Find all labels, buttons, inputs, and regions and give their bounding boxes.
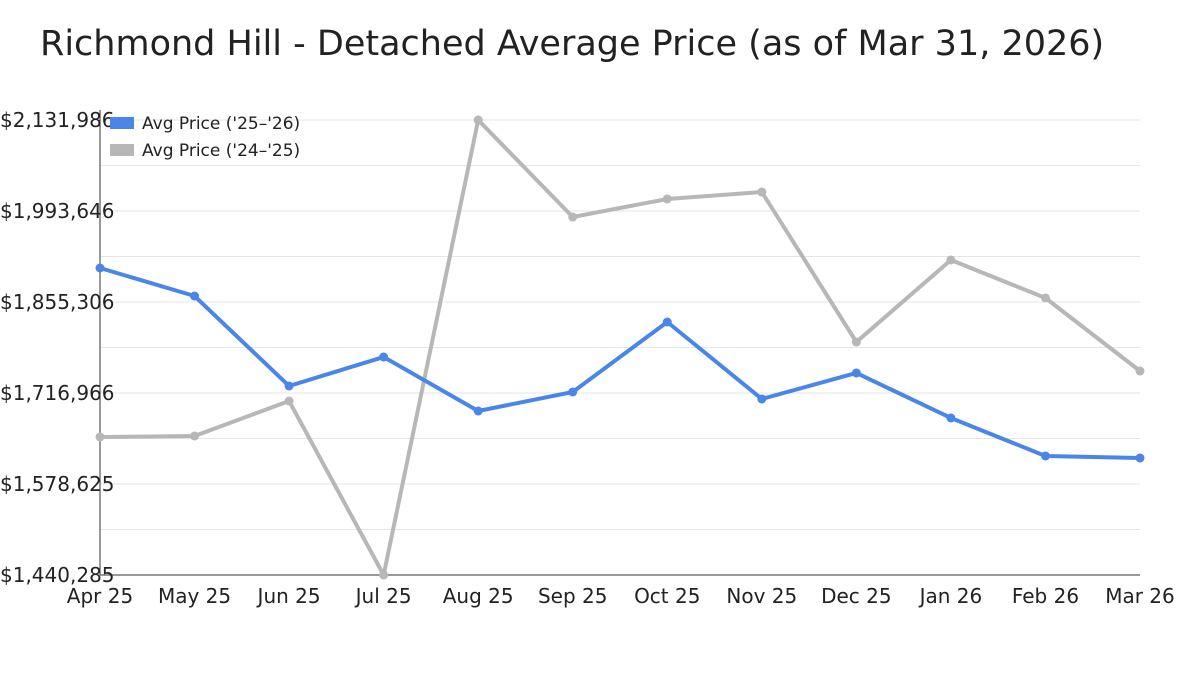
data-point — [95, 432, 105, 442]
data-point — [946, 413, 956, 423]
data-point — [662, 194, 672, 204]
data-point — [284, 381, 294, 391]
x-tick-label: Aug 25 — [443, 584, 514, 608]
data-point — [662, 317, 672, 327]
data-point — [379, 570, 389, 580]
legend-label: Avg Price ('24–'25) — [142, 141, 300, 161]
data-point — [757, 187, 767, 197]
x-tick-label: Jul 25 — [354, 584, 412, 608]
series-line — [99, 266, 1141, 460]
data-point — [1135, 453, 1145, 463]
y-tick-label: $1,578,625 — [0, 472, 115, 496]
data-point — [1040, 451, 1050, 461]
data-point — [568, 212, 578, 222]
data-point — [1135, 366, 1145, 376]
y-tick-label: $1,855,306 — [0, 290, 115, 314]
data-point — [851, 337, 861, 347]
x-tick-label: May 25 — [158, 584, 231, 608]
series-line — [99, 118, 1142, 577]
y-tick-label: $1,440,285 — [0, 563, 115, 587]
x-tick-label: Nov 25 — [726, 584, 797, 608]
x-tick-label: Apr 25 — [67, 584, 133, 608]
x-tick-label: Jan 26 — [918, 584, 983, 608]
data-point — [473, 115, 483, 125]
x-tick-label: Oct 25 — [634, 584, 700, 608]
y-tick-label: $1,993,646 — [0, 199, 115, 223]
data-point — [190, 291, 200, 301]
y-tick-label: $1,716,966 — [0, 381, 115, 405]
data-point — [757, 394, 767, 404]
data-point — [190, 431, 200, 441]
x-tick-label: Feb 26 — [1012, 584, 1079, 608]
x-tick-label: Sep 25 — [538, 584, 608, 608]
data-point — [95, 263, 105, 273]
data-point — [379, 352, 389, 362]
legend-swatch — [110, 117, 134, 129]
data-point — [1040, 293, 1050, 303]
data-point — [284, 396, 294, 406]
y-tick-label: $2,131,986 — [0, 108, 115, 132]
chart-title: Richmond Hill - Detached Average Price (… — [40, 24, 1105, 64]
x-tick-label: Jun 25 — [256, 584, 321, 608]
x-tick-label: Dec 25 — [821, 584, 892, 608]
data-point — [946, 255, 956, 265]
data-point — [473, 406, 483, 416]
x-tick-label: Mar 26 — [1105, 584, 1175, 608]
data-point — [851, 368, 861, 378]
legend-label: Avg Price ('25–'26) — [142, 114, 300, 134]
legend-swatch — [110, 144, 134, 156]
data-point — [568, 387, 578, 397]
